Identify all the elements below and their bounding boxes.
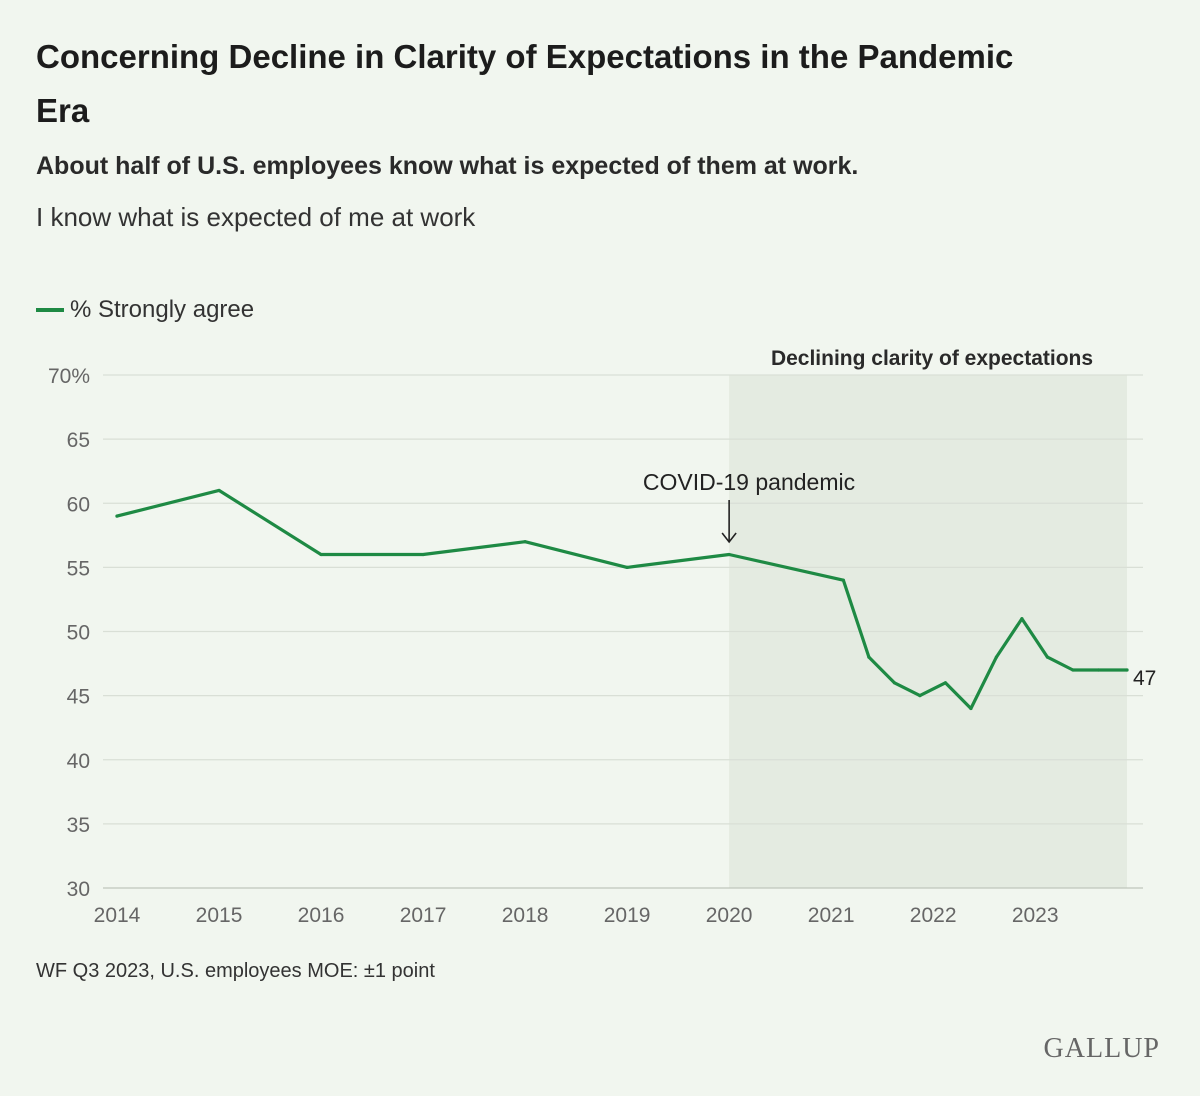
x-tick-label: 2020 [706,904,753,927]
data-point [943,681,948,685]
data-point [867,655,871,659]
y-tick-label: 65 [67,429,90,452]
data-point [421,552,425,557]
data-point [841,578,845,582]
x-tick-label: 2014 [94,904,141,927]
data-point [1045,655,1050,659]
y-tick-label: 30 [67,878,90,901]
x-tick-label: 2023 [1012,904,1059,927]
x-tick-label: 2022 [910,904,957,927]
data-point [625,565,629,569]
y-tick-label: 35 [67,814,90,837]
data-point [1071,668,1075,672]
annotation-arrow-head [721,532,737,544]
chart-title: Concerning Decline in Clarity of Expecta… [36,38,1014,129]
data-point [319,552,323,557]
legend-label: % Strongly agree [70,296,255,323]
x-tick-label: 2018 [502,904,549,927]
data-point [918,694,922,698]
survey-question: I know what is expected of me at work [36,202,476,232]
y-tick-label: 60 [67,493,90,516]
data-point [994,655,999,659]
data-point [523,540,527,544]
legend-line-swatch [36,308,64,312]
x-tick-label: 2015 [196,904,243,927]
source-note: WF Q3 2023, U.S. employees MOE: ±1 point [36,960,435,982]
gallup-logo: GALLUP [1043,1033,1160,1064]
x-tick-label: 2021 [808,904,855,927]
data-point [727,552,731,557]
x-tick-label: 2017 [400,904,447,927]
x-tick-label: 2019 [604,904,651,927]
y-tick-label: 50 [67,622,90,645]
covid-annotation: COVID-19 pandemic [643,469,855,495]
y-tick-label: 45 [67,686,90,709]
x-tick-label: 2016 [298,904,345,927]
data-point [969,706,973,711]
chart-subtitle: About half of U.S. employees know what i… [36,152,859,180]
data-point [217,488,221,493]
y-tick-label: 40 [67,750,90,773]
data-point [892,681,896,685]
y-tick-label: 70% [48,365,90,388]
y-tick-label: 55 [67,557,90,580]
data-point [1096,668,1101,672]
legend: % Strongly agree [36,296,254,324]
data-point [1020,617,1024,621]
data-point [115,514,119,518]
shaded-region-label: Declining clarity of expectations [771,347,1093,370]
data-point [1125,668,1129,672]
end-value-label: 47 [1133,667,1156,690]
